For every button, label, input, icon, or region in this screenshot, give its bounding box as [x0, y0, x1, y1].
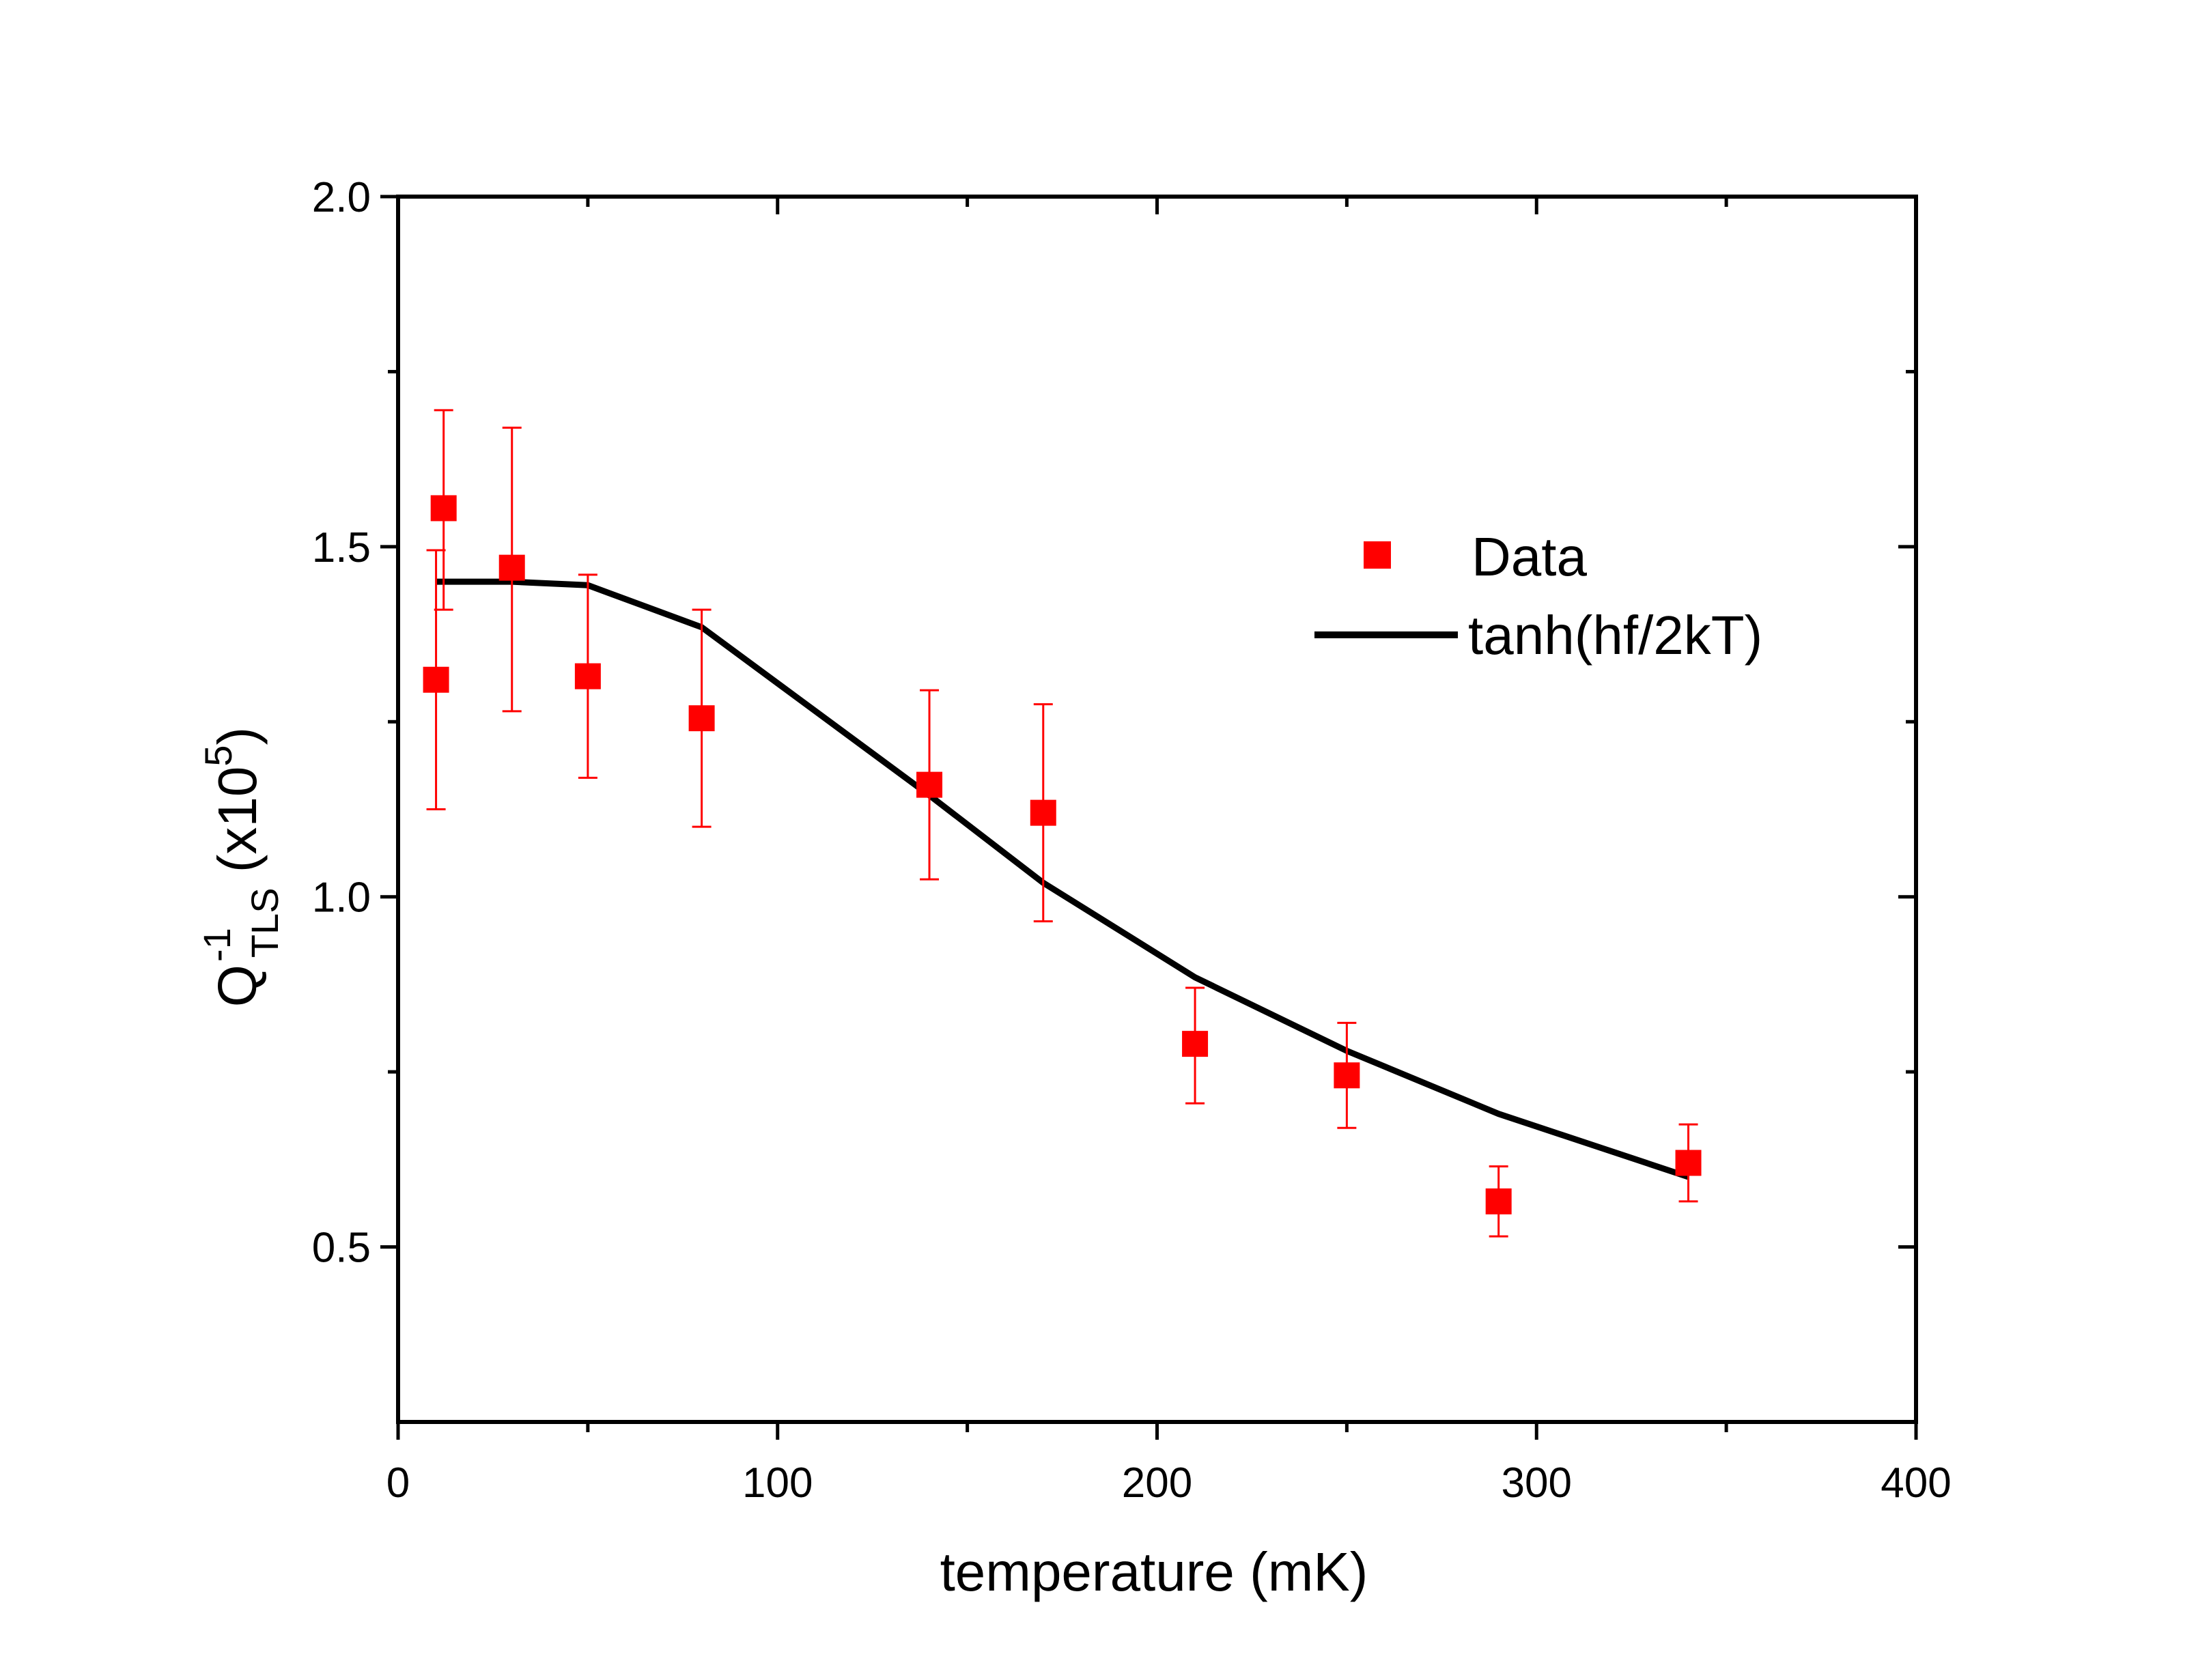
data-point [1334, 1062, 1360, 1089]
x-tick-label: 300 [1502, 1460, 1572, 1507]
y-tick-label: 1.0 [312, 874, 371, 922]
legend-label-fit: tanh(hf/2kT) [1468, 605, 1762, 666]
axes: 0 100 200 300 400 0.5 1.0 1.5 2.0 [312, 174, 1952, 1507]
data-point [430, 495, 457, 522]
y-axis-title-suffix-close: ) [207, 727, 268, 745]
data-point [423, 666, 449, 693]
y-axis-title-subscript: TLS [243, 887, 286, 958]
y-tick-label: 2.0 [312, 174, 371, 221]
x-axis-title: temperature (mK) [940, 1541, 1368, 1602]
fit-line [436, 578, 1689, 1180]
x-tick-label: 100 [742, 1460, 813, 1507]
y-axis-title-suffix: (x10 [207, 767, 268, 888]
x-tick-label: 0 [386, 1460, 410, 1507]
y-axis-title-superscript: -1 [195, 928, 238, 962]
plot-frame [396, 195, 1918, 1424]
y-axis-title-exponent: 5 [197, 745, 240, 766]
data-point [1030, 799, 1056, 826]
legend-label-data: Data [1472, 526, 1587, 587]
legend-marker-data [1364, 541, 1391, 569]
series [423, 409, 1702, 1238]
data-point [1485, 1188, 1512, 1214]
x-tick-label: 400 [1881, 1460, 1951, 1507]
x-tick-label: 200 [1122, 1460, 1192, 1507]
data-point [1675, 1150, 1702, 1176]
data-point [916, 771, 943, 798]
data-point [498, 554, 525, 581]
data-point [688, 705, 715, 732]
y-axis-title: Q-1 TLS (x105) [195, 727, 286, 1007]
y-tick-label: 1.5 [312, 524, 371, 571]
legend: Data tanh(hf/2kT) [1314, 526, 1762, 666]
y-axis-title-base: Q [207, 965, 268, 1007]
y-tick-label: 0.5 [312, 1225, 371, 1272]
data-point [574, 663, 601, 689]
data-point [1182, 1031, 1209, 1057]
